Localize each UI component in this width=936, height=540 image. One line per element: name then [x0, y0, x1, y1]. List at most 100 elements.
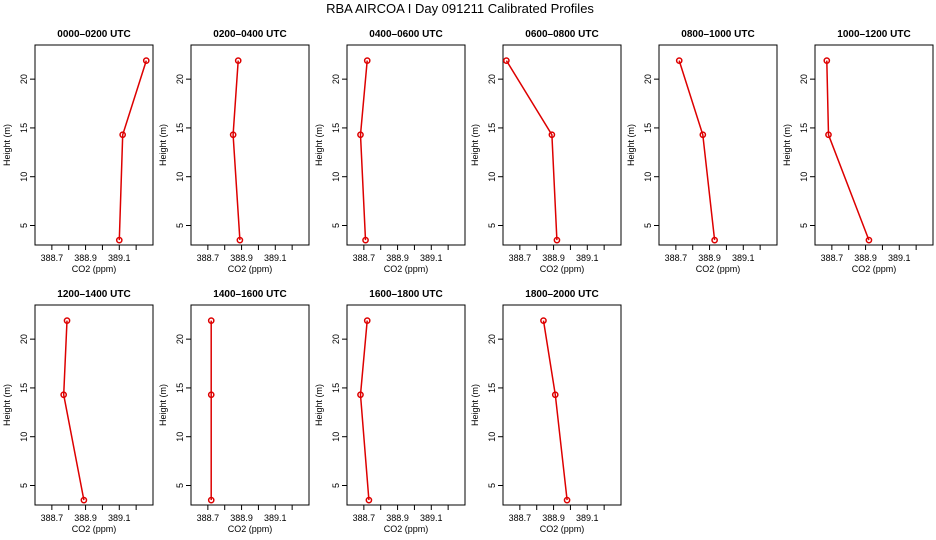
y-tick-label: 5 — [487, 223, 497, 228]
x-axis-label: CO2 (ppm) — [540, 524, 585, 534]
plot-frame — [346, 44, 466, 246]
data-point — [825, 131, 832, 139]
y-tick-label: 10 — [331, 432, 341, 442]
y-tick-label: 20 — [331, 334, 341, 344]
y-axis-label: Height (m) — [158, 384, 168, 426]
profile-panel: 0400–0600 UTC 388.7 388.9 389.1 5 10 15 20 CO2 (… — [314, 29, 466, 274]
y-tick-label: 20 — [487, 334, 497, 344]
y-tick-label: 20 — [175, 74, 185, 84]
profile-line — [505, 60, 558, 241]
y-tick-label: 5 — [175, 483, 185, 488]
data-point — [540, 317, 547, 324]
data-point — [699, 131, 707, 139]
x-tick-label: 388.9 — [230, 253, 253, 263]
data-point — [553, 236, 561, 244]
panel-title: 0200–0400 UTC — [213, 29, 286, 40]
panel-title: 1000–1200 UTC — [837, 29, 910, 40]
x-tick-label: 389.1 — [576, 513, 599, 523]
y-tick-label: 15 — [19, 383, 29, 393]
data-point — [548, 131, 556, 139]
data-point — [711, 236, 718, 244]
plot-frame — [190, 304, 310, 506]
data-point — [229, 131, 237, 139]
y-tick-label: 15 — [487, 123, 497, 133]
y-tick-label: 10 — [19, 432, 29, 442]
x-axis-label: CO2 (ppm) — [72, 524, 117, 534]
y-tick-label: 5 — [19, 483, 29, 488]
profile-panel: 0800–1000 UTC 388.7 388.9 389.1 5 10 15 20 CO2 (… — [626, 29, 778, 274]
y-axis-label: Height (m) — [314, 124, 324, 166]
y-axis-label: Height (m) — [2, 384, 12, 426]
data-point — [357, 131, 364, 139]
x-tick-label: 388.9 — [542, 513, 565, 523]
x-axis-label: CO2 (ppm) — [696, 264, 741, 274]
data-point — [363, 57, 371, 64]
profile-panel: 1000–1200 UTC 388.7 388.9 389.1 5 10 15 20 CO2 (… — [782, 29, 934, 274]
y-tick-label: 15 — [19, 123, 29, 133]
plot-frame — [814, 44, 934, 246]
data-point — [207, 496, 215, 504]
x-axis-label: CO2 (ppm) — [228, 264, 273, 274]
y-tick-label: 15 — [331, 383, 341, 393]
y-tick-label: 10 — [175, 432, 185, 442]
panel-title: 0000–0200 UTC — [57, 29, 130, 40]
x-tick-label: 388.7 — [821, 253, 844, 263]
panel-title: 1200–1400 UTC — [57, 289, 130, 300]
x-tick-label: 388.9 — [74, 513, 97, 523]
data-point — [551, 391, 559, 399]
panel-title: 1800–2000 UTC — [525, 289, 598, 300]
data-point — [362, 236, 369, 244]
y-tick-label: 20 — [487, 74, 497, 84]
data-point — [63, 317, 71, 324]
data-point — [363, 317, 371, 324]
x-axis-label: CO2 (ppm) — [384, 264, 429, 274]
profile-panel: 1600–1800 UTC 388.7 388.9 389.1 5 10 15 20 CO2 (… — [314, 289, 466, 534]
x-tick-label: 388.9 — [698, 253, 721, 263]
y-tick-label: 15 — [331, 123, 341, 133]
plot-frame — [502, 304, 622, 506]
panels-grid: 0000–0200 UTC 388.7 388.9 389.1 5 10 15 20 CO2 (… — [2, 29, 934, 534]
x-tick-label: 389.1 — [420, 253, 443, 263]
y-tick-label: 20 — [331, 74, 341, 84]
data-point — [142, 57, 150, 64]
data-point — [115, 236, 123, 244]
profile-line — [826, 60, 870, 241]
y-tick-label: 10 — [799, 172, 809, 182]
y-tick-label: 20 — [19, 74, 29, 84]
y-tick-label: 15 — [643, 123, 653, 133]
y-tick-label: 10 — [487, 432, 497, 442]
y-tick-label: 10 — [487, 172, 497, 182]
plot-frame — [658, 44, 778, 246]
profile-line — [678, 60, 716, 241]
profile-panel: 1200–1400 UTC 388.7 388.9 389.1 5 10 15 20 CO2 (… — [2, 289, 154, 534]
y-tick-label: 5 — [331, 223, 341, 228]
x-tick-label: 388.7 — [353, 513, 376, 523]
x-tick-label: 389.1 — [888, 253, 911, 263]
y-tick-label: 10 — [19, 172, 29, 182]
x-tick-label: 389.1 — [576, 253, 599, 263]
y-tick-label: 20 — [175, 334, 185, 344]
x-axis-label: CO2 (ppm) — [384, 524, 429, 534]
y-tick-label: 15 — [175, 383, 185, 393]
y-tick-label: 10 — [643, 172, 653, 182]
profile-line — [232, 60, 241, 241]
x-tick-label: 388.7 — [665, 253, 688, 263]
panel-title: 0800–1000 UTC — [681, 29, 754, 40]
plot-frame — [34, 44, 154, 246]
panel-title: 0400–0600 UTC — [369, 29, 442, 40]
data-point — [823, 57, 831, 64]
data-point — [357, 391, 364, 399]
y-axis-label: Height (m) — [470, 124, 480, 166]
data-point — [563, 496, 571, 504]
data-point — [119, 131, 127, 139]
plot-frame — [34, 304, 154, 506]
panel-title: 1400–1600 UTC — [213, 289, 286, 300]
profile-line — [359, 60, 368, 241]
y-tick-label: 20 — [19, 334, 29, 344]
x-tick-label: 388.7 — [197, 253, 220, 263]
y-axis-label: Height (m) — [470, 384, 480, 426]
x-axis-label: CO2 (ppm) — [228, 524, 273, 534]
data-point — [865, 236, 873, 244]
y-tick-label: 15 — [799, 123, 809, 133]
data-point — [675, 57, 683, 64]
